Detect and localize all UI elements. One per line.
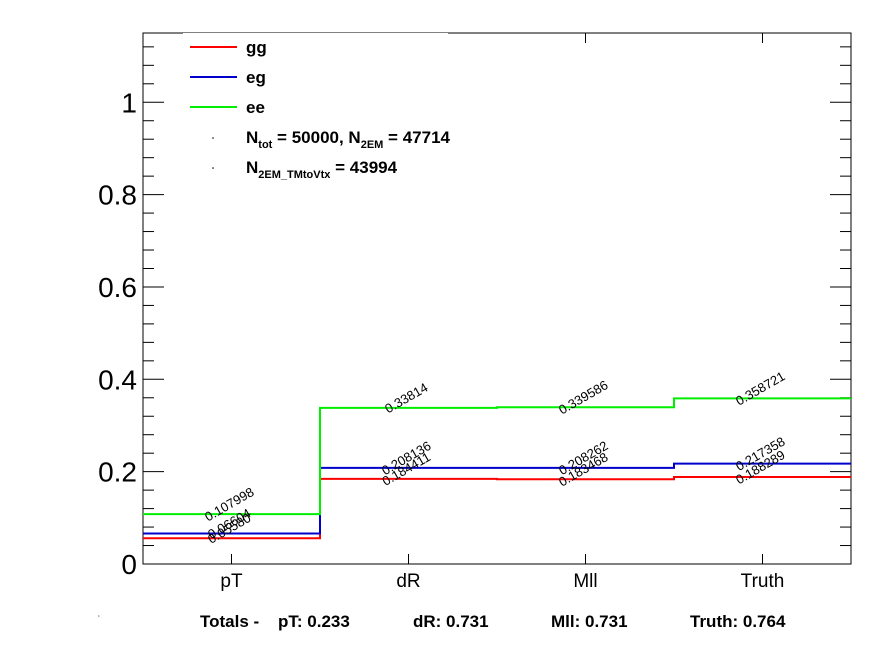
totals-dr: dR: 0.731 [413, 612, 489, 631]
y-tick-label: 0.4 [98, 364, 137, 395]
y-tick-label: 0.6 [98, 272, 137, 303]
data-label-ee: 0.358721 [733, 368, 787, 408]
totals-prefix: Totals - [200, 612, 260, 631]
y-tick-label: 0.8 [98, 180, 137, 211]
x-tick-label: pT [220, 571, 243, 592]
totals-pt: pT: 0.233 [278, 612, 350, 631]
legend-label-gg: gg [246, 38, 267, 57]
y-tick-label: 0.2 [98, 457, 137, 488]
legend-ntot: Ntot = 50000, N2EM = 47714 [246, 128, 451, 151]
legend: gg eg ee Ntot = 50000, N2EM = 47714 N2EM… [183, 33, 451, 183]
data-label-ee: 0.339586 [556, 377, 610, 417]
series-line-eg [143, 462, 851, 535]
legend-marker-ntot [212, 137, 214, 139]
totals-mll: Mll: 0.731 [551, 612, 628, 631]
axes: 0 0.2 0.4 0.6 0.8 1 pT dR Mll Truth [98, 33, 851, 592]
series-group [143, 397, 851, 540]
data-label-ee: 0.33814 [382, 380, 430, 416]
x-tick-label: Truth [741, 571, 785, 592]
x-tick-label: dR [396, 571, 420, 592]
legend-ntm: N2EM_TMtoVtx = 43994 [246, 158, 398, 181]
plot-frame [142, 32, 852, 565]
x-tick-label: Mll [573, 571, 597, 592]
totals-marker: · [98, 614, 100, 620]
legend-label-ee: ee [246, 98, 265, 117]
totals-row: · Totals - pT: 0.233 dR: 0.731 Mll: 0.73… [0, 610, 896, 636]
y-tick-label: 0 [121, 549, 137, 580]
y-tick-label: 1 [121, 87, 137, 118]
legend-label-eg: eg [246, 68, 266, 87]
series-line-ee [143, 397, 851, 516]
totals-truth: Truth: 0.764 [690, 612, 786, 631]
legend-marker-ntm [212, 167, 214, 169]
